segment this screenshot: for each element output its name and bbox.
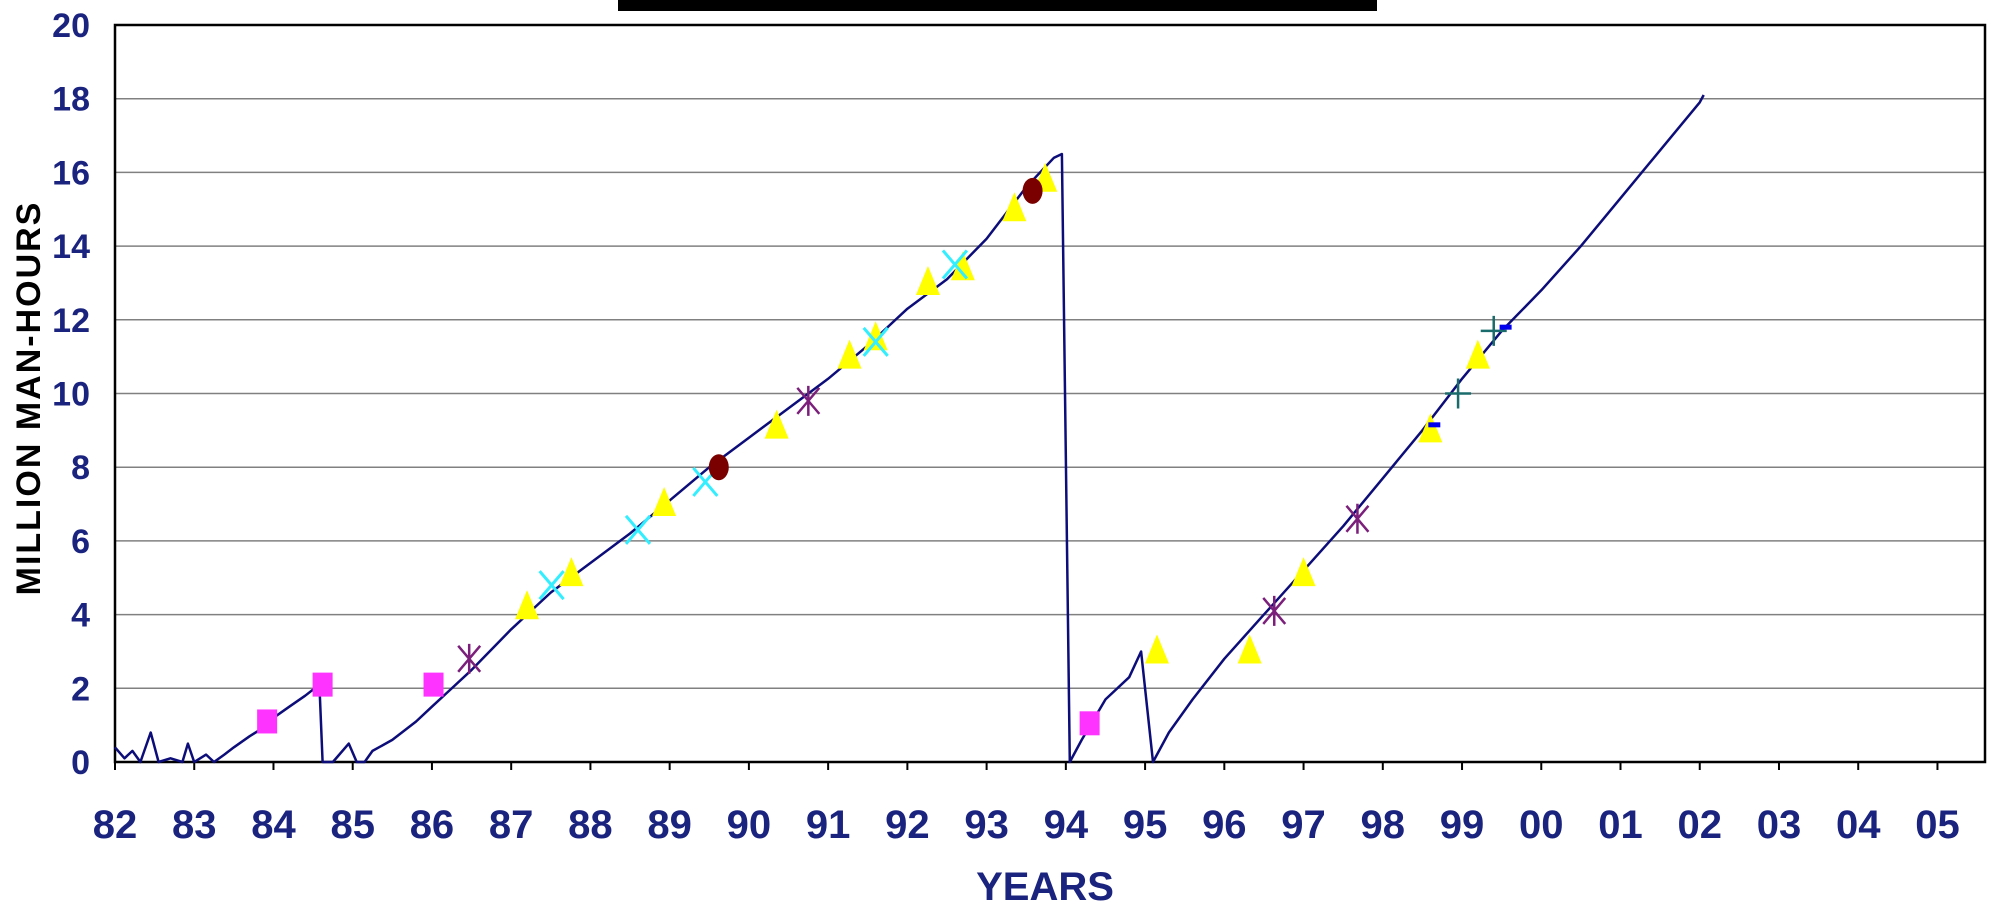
y-tick-label: 4: [71, 597, 90, 635]
x-tick-label: 96: [1202, 803, 1247, 847]
x-tick-label: 82: [93, 803, 138, 847]
triangle-marker: [1291, 557, 1316, 587]
x-marker: [624, 514, 652, 545]
asterisk-marker: [457, 643, 482, 674]
x-tick-label: 98: [1361, 803, 1406, 847]
asterisk-marker: [1345, 503, 1370, 534]
x-axis-title: YEARS: [976, 865, 1114, 908]
marker-layer: [257, 162, 1512, 736]
square-marker: [1079, 711, 1100, 736]
x-tick-label: 97: [1281, 803, 1326, 847]
y-axis-title: MILLION MAN-HOURS: [10, 201, 48, 596]
x-tick-label: 04: [1836, 803, 1881, 847]
x-tick-label: 87: [489, 803, 534, 847]
x-tick-label: 92: [885, 803, 930, 847]
triangle-marker: [515, 590, 540, 620]
x-axis-ticks: 82 83 84 85 86 87 88 89 90 91 92 93 94 95 96 97 98 99 00 01…: [93, 762, 1960, 847]
triangle-marker: [1465, 339, 1490, 369]
x-tick-label: 86: [410, 803, 455, 847]
circle-marker: [708, 454, 729, 481]
x-tick-label: 94: [1044, 803, 1089, 847]
x-marker: [941, 249, 969, 280]
x-tick-label: 95: [1123, 803, 1168, 847]
x-tick-label: 88: [568, 803, 613, 847]
y-axis-ticks: 0 2 4 6 8 10 12 14 16 18 20: [52, 7, 90, 782]
x-tick-label: 91: [806, 803, 851, 847]
triangle-marker: [1237, 634, 1262, 664]
x-tick-label: 84: [251, 803, 296, 847]
x-tick-label: 90: [727, 803, 772, 847]
triangle-marker: [863, 321, 888, 351]
circle-marker: [1022, 177, 1043, 204]
triangle-marker: [764, 409, 789, 439]
x-tick-label: 89: [647, 803, 692, 847]
triangle-marker: [1002, 192, 1027, 222]
y-tick-label: 20: [52, 7, 90, 45]
x-tick-label: 02: [1677, 803, 1722, 847]
x-tick-label: 93: [964, 803, 1009, 847]
y-tick-label: 6: [71, 523, 90, 561]
y-tick-label: 8: [71, 449, 90, 487]
triangle-marker: [915, 265, 940, 295]
y-tick-label: 10: [52, 376, 90, 414]
y-tick-label: 12: [52, 302, 90, 340]
x-marker: [538, 570, 565, 601]
x-tick-label: 05: [1915, 803, 1960, 847]
asterisk-marker: [796, 385, 821, 416]
asterisk-marker: [1262, 595, 1287, 626]
plot-area-frame: [113, 23, 1987, 764]
y-tick-label: 14: [52, 228, 90, 266]
x-tick-label: 83: [172, 803, 217, 847]
triangle-marker: [652, 487, 677, 517]
y-tick-label: 18: [52, 81, 90, 119]
square-marker: [312, 672, 333, 697]
triangle-marker: [837, 339, 862, 369]
triangle-marker: [1144, 634, 1169, 664]
plus-marker: [1445, 378, 1472, 409]
title-bar: [618, 0, 1377, 11]
x-marker: [862, 326, 889, 357]
triangle-marker: [950, 251, 975, 281]
y-tick-label: 2: [71, 670, 90, 708]
gridlines: [115, 97, 1985, 690]
triangle-marker: [1418, 413, 1443, 443]
plus-marker: [1480, 315, 1507, 346]
x-tick-label: 00: [1519, 803, 1564, 847]
x-tick-label: 03: [1757, 803, 1802, 847]
dash-marker: [1428, 422, 1441, 428]
y-tick-label: 16: [52, 154, 90, 192]
series-layer: [114, 94, 1705, 764]
square-marker: [423, 672, 444, 697]
series-line: [114, 94, 1705, 764]
y-tick-label: 0: [71, 744, 90, 782]
dash-marker: [1499, 324, 1512, 330]
square-marker: [257, 709, 278, 734]
triangle-marker: [559, 557, 584, 587]
x-tick-label: 85: [330, 803, 375, 847]
x-tick-label: 99: [1440, 803, 1485, 847]
x-tick-label: 01: [1598, 803, 1643, 847]
